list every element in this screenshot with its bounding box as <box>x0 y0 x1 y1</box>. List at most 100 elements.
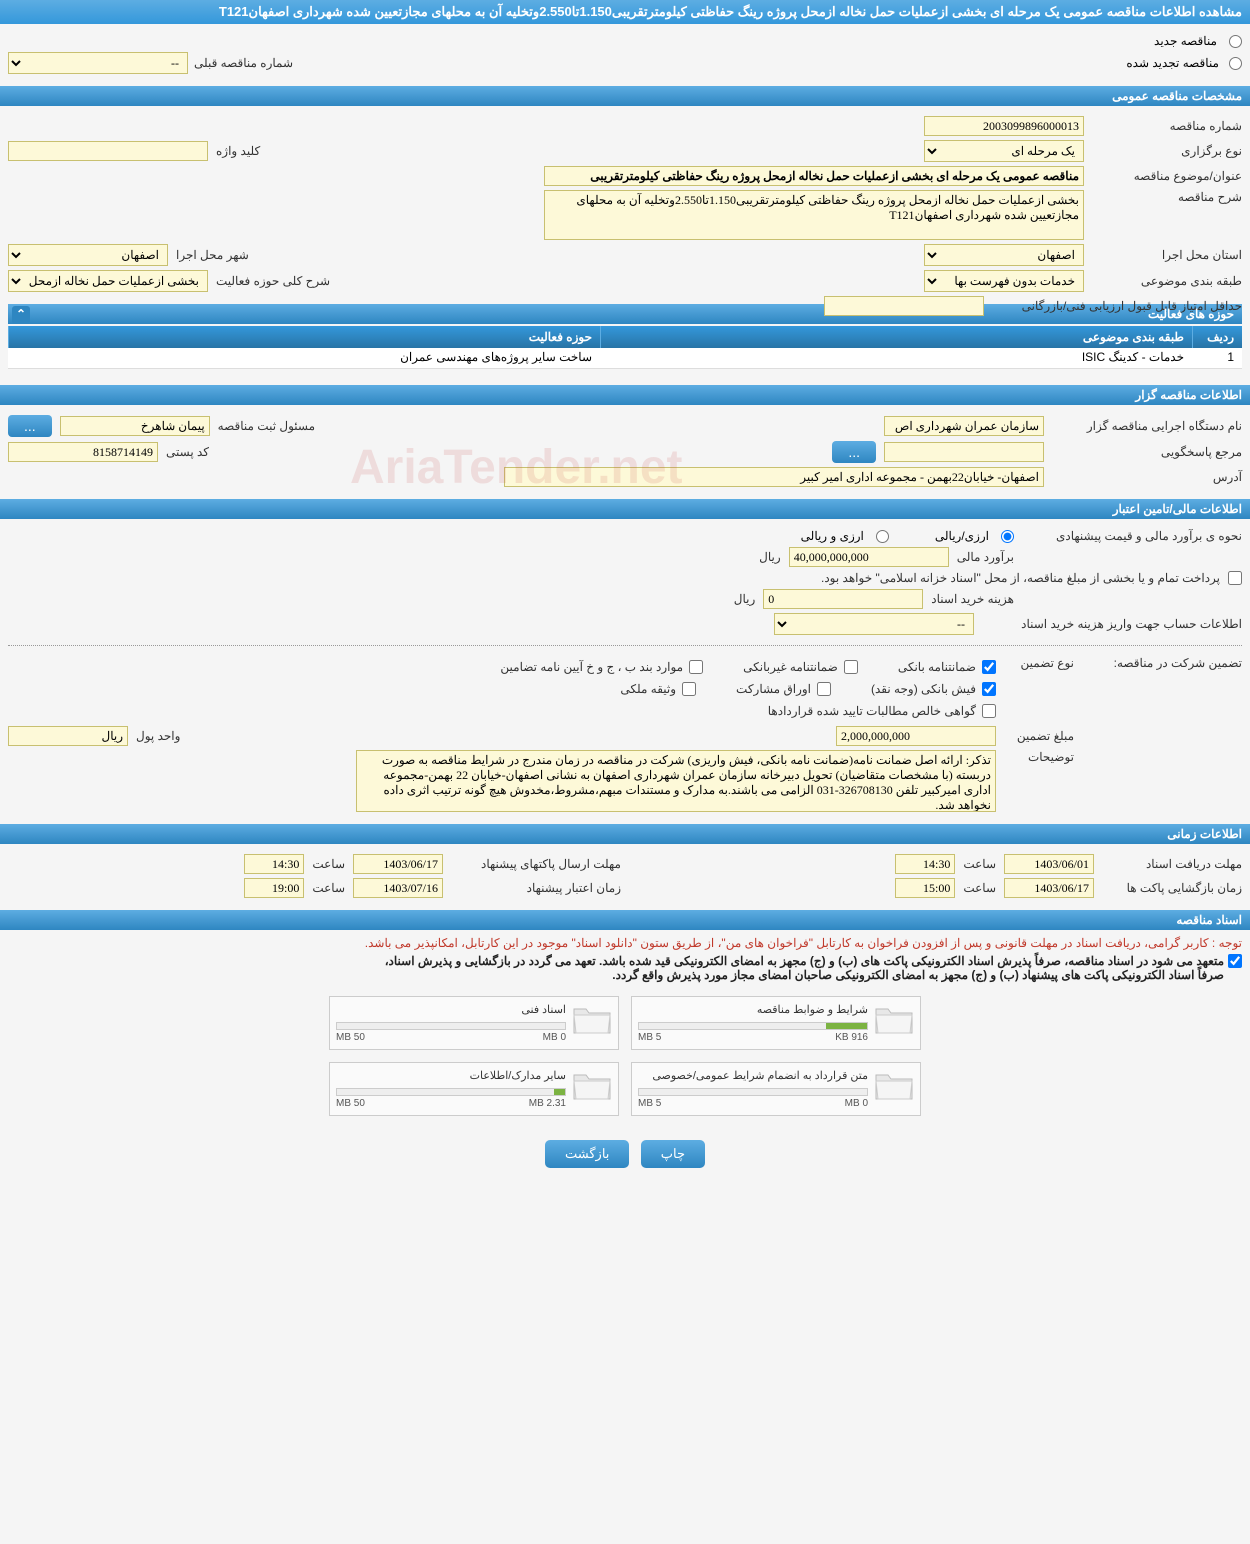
org-name-field[interactable] <box>884 416 1044 436</box>
bid-deadline-label: مهلت ارسال پاکتهای پیشنهاد <box>451 857 621 871</box>
holding-type-label: نوع برگزاری <box>1092 144 1242 158</box>
chk-bylaw-items-label: موارد بند ب ، ج و خ آیین نامه تضامین <box>500 660 683 674</box>
treasury-checkbox[interactable] <box>1228 571 1242 585</box>
guarantee-note-field[interactable] <box>356 750 996 812</box>
holding-type-select[interactable]: یک مرحله ای <box>924 140 1084 162</box>
section-time-title: اطلاعات زمانی <box>0 824 1250 844</box>
radio-renewed-tender[interactable] <box>1229 57 1242 70</box>
activity-table: ردیف طبقه بندی موضوعی حوزه فعالیت ⌃ حوزه… <box>0 326 1250 369</box>
min-score-field[interactable] <box>824 296 984 316</box>
chk-property[interactable] <box>682 682 696 696</box>
tender-number-field[interactable] <box>924 116 1084 136</box>
bid-deadline-date[interactable] <box>353 854 443 874</box>
folder-box[interactable]: شرایط و ضوابط مناقصه916 KB5 MB <box>631 996 921 1050</box>
folder-box[interactable]: اسناد فنی0 MB50 MB <box>329 996 619 1050</box>
folder-size-labels: 0 MB50 MB <box>336 1032 566 1043</box>
radio-rial-label: ارزی/ریالی <box>935 529 989 543</box>
estimate-field[interactable] <box>789 547 949 567</box>
time-label-1: ساعت <box>963 857 996 871</box>
postal-label: کد پستی <box>166 445 209 459</box>
chk-bonds[interactable] <box>817 682 831 696</box>
radio-new-tender[interactable] <box>1229 35 1242 48</box>
table-cell-category: خدمات - کدینگ ISIC <box>600 346 1192 368</box>
guarantee-amount-field[interactable] <box>836 726 996 746</box>
province-select[interactable]: اصفهان <box>924 244 1084 266</box>
docs-red-note: توجه : کاربر گرامی، دریافت اسناد در مهلت… <box>8 936 1242 950</box>
folder-icon <box>572 1003 612 1035</box>
province-label: استان محل اجرا <box>1092 248 1242 262</box>
guarantee-note-label: توضیحات <box>1004 750 1074 764</box>
table-cell-index: 1 <box>1192 346 1242 368</box>
chk-bank-guarantee[interactable] <box>982 660 996 674</box>
doc-cost-field[interactable] <box>763 589 923 609</box>
chk-property-label: وثیقه ملکی <box>620 682 676 696</box>
time-label-3: ساعت <box>963 881 996 895</box>
responsible-lookup-button[interactable]: ... <box>8 415 52 437</box>
responsible-field[interactable] <box>60 416 210 436</box>
open-time[interactable] <box>895 878 955 898</box>
category-select[interactable]: خدمات بدون فهرست بها <box>924 270 1084 292</box>
radio-currency-rial[interactable] <box>876 530 889 543</box>
open-label: زمان بازگشایی پاکت ها <box>1102 881 1242 895</box>
scope-select[interactable]: بخشی ازعملیات حمل نخاله ازمحل پروژه رینگ <box>8 270 208 292</box>
doc-deadline-time[interactable] <box>895 854 955 874</box>
folder-icon <box>874 1003 914 1035</box>
table-row: 1 خدمات - کدینگ ISIC ساخت سایر پروژه‌های… <box>8 346 1242 369</box>
guarantee-amount-label: مبلغ تضمین <box>1004 729 1074 743</box>
account-info-select[interactable]: -- <box>774 613 974 635</box>
page-title: مشاهده اطلاعات مناقصه عمومی یک مرحله ای … <box>0 0 1250 24</box>
currency-unit-label: واحد پول <box>136 729 180 743</box>
validity-time[interactable] <box>244 878 304 898</box>
commitment-checkbox[interactable] <box>1228 954 1242 968</box>
keyword-field[interactable] <box>8 141 208 161</box>
bid-deadline-time[interactable] <box>244 854 304 874</box>
section-org: نام دستگاه اجرایی مناقصه گزار مسئول ثبت … <box>0 405 1250 497</box>
section-docs: توجه : کاربر گرامی، دریافت اسناد در مهلت… <box>0 930 1250 1128</box>
account-info-label: اطلاعات حساب جهت واریز هزینه خرید اسناد <box>982 617 1242 631</box>
open-date[interactable] <box>1004 878 1094 898</box>
subject-field[interactable] <box>544 166 1084 186</box>
chk-bank-receipt[interactable] <box>982 682 996 696</box>
doc-deadline-date[interactable] <box>1004 854 1094 874</box>
chk-claims-cert[interactable] <box>982 704 996 718</box>
address-field[interactable] <box>504 467 1044 487</box>
postal-field[interactable] <box>8 442 158 462</box>
city-label: شهر محل اجرا <box>176 248 249 262</box>
currency-unit-field[interactable] <box>8 726 128 746</box>
keyword-label: کلید واژه <box>216 144 260 158</box>
commitment-note-2: صرفاً اسناد الکترونیکی پاکت های پیشنهاد … <box>385 968 1224 982</box>
validity-date[interactable] <box>353 878 443 898</box>
footer-buttons: چاپ بازگشت <box>0 1128 1250 1188</box>
section-finance-title: اطلاعات مالی/تامین اعتبار <box>0 499 1250 519</box>
guarantee-section-label: تضمین شرکت در مناقصه: <box>1082 656 1242 670</box>
currency-label: ریال <box>759 550 781 564</box>
currency-label-2: ریال <box>734 592 756 606</box>
chk-bylaw-items[interactable] <box>689 660 703 674</box>
contact-field[interactable] <box>884 442 1044 462</box>
back-button[interactable]: بازگشت <box>545 1140 629 1168</box>
print-button[interactable]: چاپ <box>641 1140 705 1168</box>
folder-box[interactable]: سایر مدارک/اطلاعات2.31 MB50 MB <box>329 1062 619 1116</box>
contact-lookup-button[interactable]: ... <box>832 441 876 463</box>
chk-nonbank-guarantee-label: ضمانتنامه غیربانکی <box>743 660 838 674</box>
section-time: مهلت دریافت اسناد ساعت مهلت ارسال پاکتها… <box>0 844 1250 908</box>
treasury-note: پرداخت تمام و یا بخشی از مبلغ مناقصه، از… <box>821 571 1220 585</box>
contact-label: مرجع پاسخگویی <box>1052 445 1242 459</box>
radio-renewed-tender-label: مناقصه تجدید شده <box>1126 56 1219 70</box>
scope-label: شرح کلی حوزه فعالیت <box>216 274 330 288</box>
city-select[interactable]: اصفهان <box>8 244 168 266</box>
folders-container: شرایط و ضوابط مناقصه916 KB5 MBاسناد فنی0… <box>8 990 1242 1122</box>
time-label-2: ساعت <box>312 857 345 871</box>
folder-box[interactable]: متن قرارداد به انضمام شرایط عمومی/خصوصی0… <box>631 1062 921 1116</box>
collapse-icon[interactable]: ⌃ <box>12 306 30 324</box>
radio-new-tender-label: مناقصه جدید <box>1154 34 1217 48</box>
responsible-label: مسئول ثبت مناقصه <box>218 419 315 433</box>
chk-nonbank-guarantee[interactable] <box>844 660 858 674</box>
folder-icon <box>874 1069 914 1101</box>
description-field[interactable] <box>544 190 1084 240</box>
table-col-index: ردیف <box>1192 326 1242 348</box>
previous-number-select[interactable]: -- <box>8 52 188 74</box>
description-label: شرح مناقصه <box>1092 190 1242 204</box>
est-method-label: نحوه ی برآورد مالی و قیمت پیشنهادی <box>1022 529 1242 543</box>
radio-rial[interactable] <box>1001 530 1014 543</box>
